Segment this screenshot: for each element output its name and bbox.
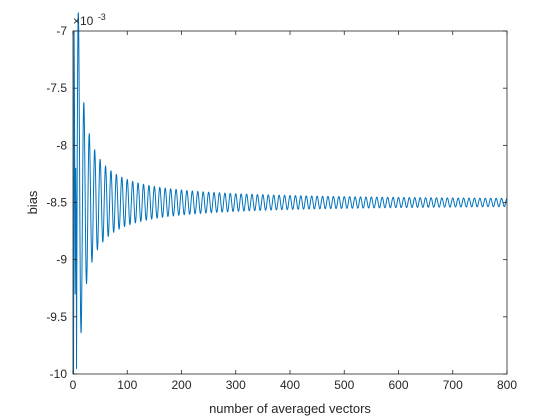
x-tick-label: 500 <box>334 378 354 392</box>
axes-layer: 0 100 200 300 400 500 600 700 800 -10 -9.5 -9 -8.5 -8… <box>46 24 517 392</box>
x-tick-label: 800 <box>497 378 517 392</box>
y-tick-label: -8 <box>56 138 67 152</box>
x-tick-label: 700 <box>443 378 463 392</box>
y-tick-label: -9.5 <box>46 310 67 324</box>
y-tick-label: -7.5 <box>46 81 67 95</box>
y-tick-label: -7 <box>56 24 67 38</box>
series-line <box>73 12 508 375</box>
y-axis-label: bias <box>25 190 40 214</box>
y-axis-exponent-base: ×10 <box>73 14 94 28</box>
x-axis-label: number of averaged vectors <box>209 401 371 416</box>
x-tick-label: 300 <box>226 378 246 392</box>
x-tick-label: 0 <box>70 378 77 392</box>
x-tick-label: 200 <box>171 378 191 392</box>
x-tick-label: 400 <box>280 378 300 392</box>
y-tick-label: -10 <box>50 367 68 381</box>
y-tick-label: -8.5 <box>46 196 67 210</box>
y-axis-exponent-power: -3 <box>98 12 106 22</box>
data-layer <box>73 12 508 375</box>
x-tick-label: 600 <box>388 378 408 392</box>
y-tick-label: -9 <box>56 253 67 267</box>
x-tick-label: 100 <box>117 378 137 392</box>
y-axis-exponent: ×10 -3 <box>73 12 106 29</box>
plot-area <box>73 31 507 374</box>
